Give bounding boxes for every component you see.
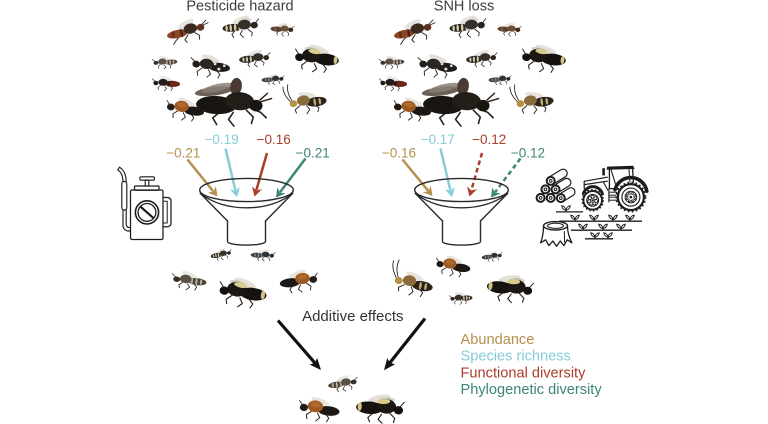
svg-text:−0.17: −0.17 <box>421 132 455 147</box>
svg-text:Additive effects: Additive effects <box>302 308 403 325</box>
svg-text:−0.16: −0.16 <box>382 146 416 161</box>
svg-text:Pesticide hazard: Pesticide hazard <box>186 0 293 15</box>
svg-text:Abundance: Abundance <box>461 332 535 348</box>
svg-text:−0.21: −0.21 <box>166 146 200 161</box>
svg-text:Functional diversity: Functional diversity <box>461 365 587 381</box>
svg-text:SNH loss: SNH loss <box>434 0 494 15</box>
svg-text:−0.12: −0.12 <box>511 146 545 161</box>
svg-text:−0.12: −0.12 <box>472 132 506 147</box>
svg-text:Species richness: Species richness <box>461 349 571 365</box>
svg-text:−0.16: −0.16 <box>257 132 291 147</box>
svg-text:−0.21: −0.21 <box>296 146 330 161</box>
svg-text:Phylogenetic diversity: Phylogenetic diversity <box>461 382 603 398</box>
svg-text:−0.19: −0.19 <box>205 132 239 147</box>
